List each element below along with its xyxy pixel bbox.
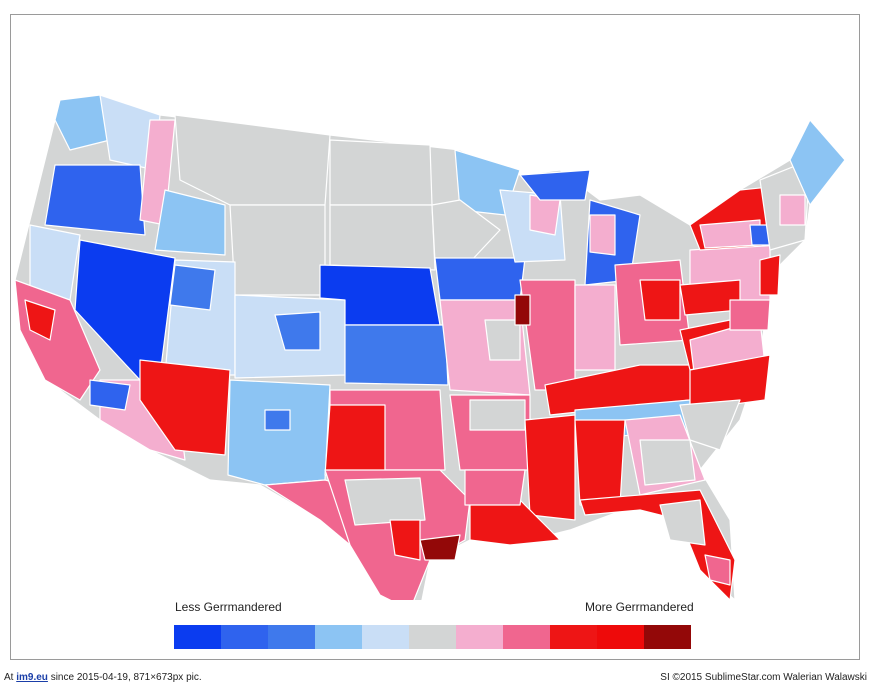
legend-swatch-4 [315,625,362,649]
region-michigan-pink [589,214,616,256]
legend-swatch-1 [174,625,221,649]
region-louisiana-pink [464,469,526,506]
region-utah-blue [169,264,216,311]
region-north-dakota [329,139,433,206]
region-texas-gray [344,477,426,526]
us-congressional-districts-map [14,94,846,600]
legend-swatch-10 [597,625,644,649]
footer-bar: At im9.eu since 2015-04-19, 871×673px pi… [0,671,871,685]
region-washington-west [54,94,111,151]
region-california-red [24,299,56,341]
region-mississippi [524,414,576,521]
region-nm-blue [264,409,291,431]
legend-swatch-7 [456,625,503,649]
footer-source: At im9.eu since 2015-04-19, 871×673px pi… [4,672,202,683]
footer-site-link[interactable]: im9.eu [16,672,48,683]
region-oregon [44,164,146,236]
region-south-dakota [329,204,436,271]
legend-swatch-8 [503,625,550,649]
region-florida-gray [659,499,706,546]
region-arkansas-gray [469,399,526,431]
region-north-carolina [689,354,771,411]
region-socal-blue [89,379,131,411]
region-michigan-up [519,169,591,201]
legend-swatch-6 [409,625,456,649]
legend-label-more: More Gerrmandered [585,600,694,614]
region-arizona [139,359,231,456]
region-kansas [344,324,449,386]
legend-swatch-5 [362,625,409,649]
footer-info: since 2015-04-19, 871×673px pic. [50,672,202,683]
region-wyoming [229,204,326,296]
region-florida-pink [704,554,731,586]
region-missouri-gray [484,319,521,361]
legend-color-scale [174,625,691,649]
region-georgia-gray [639,439,696,486]
region-new-england-pink [779,194,806,226]
legend-swatch-3 [268,625,315,649]
legend-swatch-9 [550,625,597,649]
region-minnesota-gray [431,199,501,263]
legend-swatch-11 [644,625,691,649]
region-new-mexico [227,379,331,486]
region-iowa [434,257,526,301]
region-maine [789,119,846,206]
legend-swatch-2 [221,625,268,649]
region-new-jersey [759,254,781,296]
region-south-carolina [679,399,741,451]
region-indiana [574,284,616,371]
region-texas-houston [419,534,461,561]
footer-prefix: At [4,672,14,683]
region-colorado-blue [274,311,321,351]
region-texas-gulf [389,519,421,561]
region-oklahoma-red [324,404,386,476]
region-ohio-red [639,279,681,321]
footer-credit: SI ©2015 SublimeStar.com Walerian Walaws… [660,672,867,683]
region-maryland [729,299,771,331]
region-illinois-dark [514,294,531,326]
region-alabama [574,419,626,506]
legend-label-less: Less Gerrmandered [175,600,282,614]
region-idaho-blue [154,189,226,256]
region-wisconsin-pink [529,194,561,236]
